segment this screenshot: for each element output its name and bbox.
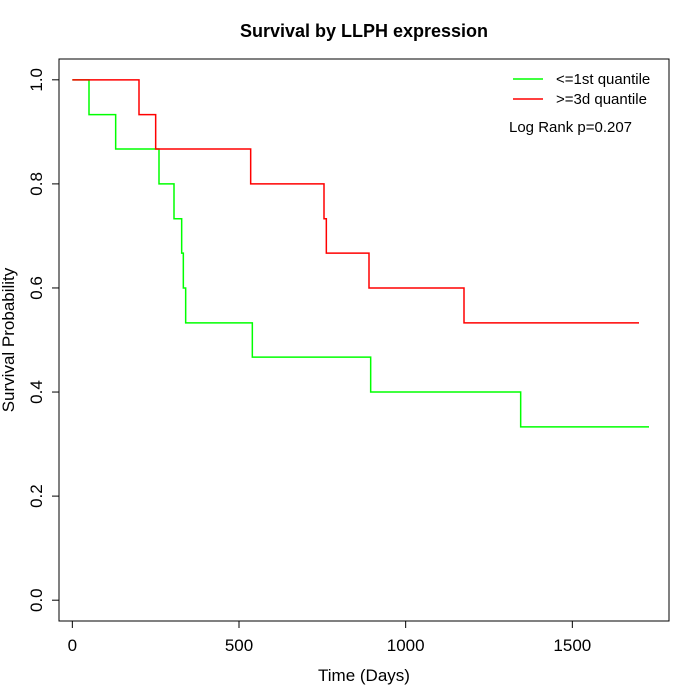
x-tick-label: 500 xyxy=(225,636,253,655)
y-axis-label: Survival Probability xyxy=(0,267,18,412)
legend-label: <=1st quantile xyxy=(556,71,650,88)
y-tick-label: 1.0 xyxy=(27,68,46,92)
x-tick-label: 1000 xyxy=(387,636,425,655)
y-tick-label: 0.6 xyxy=(27,276,46,300)
log-rank-annotation: Log Rank p=0.207 xyxy=(509,119,632,136)
y-tick-label: 0.2 xyxy=(27,484,46,508)
series-layer xyxy=(72,79,649,428)
y-axis: 0.0 0.2 0.4 0.6 0.8 1.0 xyxy=(27,68,60,612)
y-tick-label: 0.8 xyxy=(27,172,46,196)
series-line-1 xyxy=(72,79,649,428)
x-axis: 0 500 1000 1500 xyxy=(68,620,591,655)
legend: <=1st quantile >=3d quantile xyxy=(513,71,650,108)
x-tick-label: 0 xyxy=(68,636,77,655)
chart-title: Survival by LLPH expression xyxy=(240,21,488,41)
x-axis-label: Time (Days) xyxy=(318,666,410,685)
y-tick-label: 0.0 xyxy=(27,588,46,612)
series-line-2 xyxy=(72,79,639,324)
x-tick-label: 1500 xyxy=(553,636,591,655)
y-tick-label: 0.4 xyxy=(27,380,46,404)
legend-label: >=3d quantile xyxy=(556,91,647,108)
